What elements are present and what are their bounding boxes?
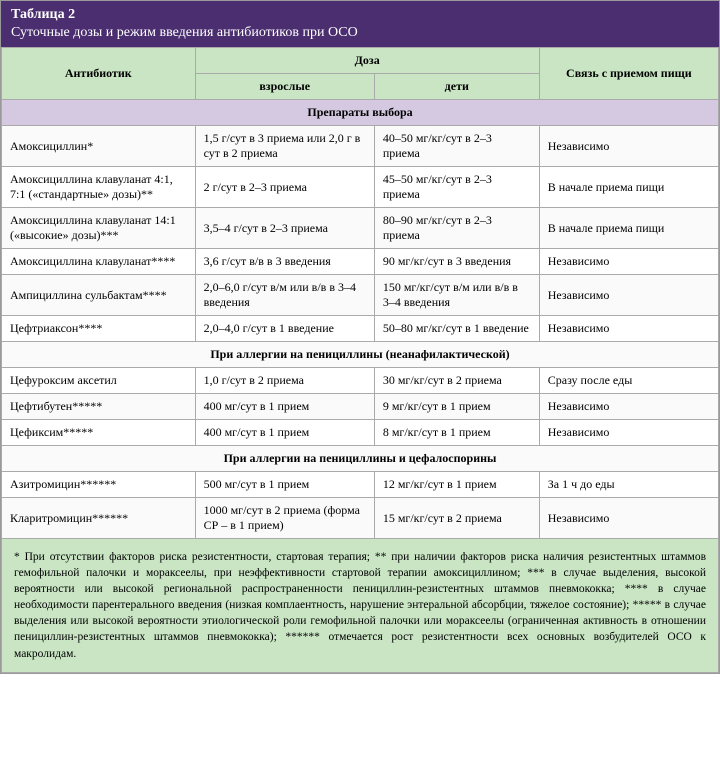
section-header-row: При аллергии на пенициллины и цефалоспор…	[2, 446, 719, 472]
table-row: Ампициллина сульбактам****2,0–6,0 г/сут …	[2, 275, 719, 316]
cell-drug: Ампициллина сульбактам****	[2, 275, 196, 316]
section-title: При аллергии на пенициллины и цефалоспор…	[2, 446, 719, 472]
cell-child: 9 мг/кг/сут в 1 прием	[374, 394, 539, 420]
cell-drug: Кларитромицин******	[2, 498, 196, 539]
cell-adult: 500 мг/сут в 1 прием	[195, 472, 374, 498]
header-dose: Доза	[195, 48, 539, 74]
header-food: Связь с приемом пищи	[539, 48, 718, 100]
cell-child: 12 мг/кг/сут в 1 прием	[374, 472, 539, 498]
section-title: При аллергии на пенициллины (неанафилакт…	[2, 342, 719, 368]
cell-child: 40–50 мг/кг/сут в 2–3 приема	[374, 126, 539, 167]
cell-child: 90 мг/кг/сут в 3 введения	[374, 249, 539, 275]
cell-drug: Амоксициллина клавуланат****	[2, 249, 196, 275]
cell-drug: Азитромицин******	[2, 472, 196, 498]
section-title: Препараты выбора	[2, 100, 719, 126]
cell-adult: 400 мг/сут в 1 прием	[195, 420, 374, 446]
table-row: Цефиксим*****400 мг/сут в 1 прием8 мг/кг…	[2, 420, 719, 446]
cell-child: 15 мг/кг/сут в 2 приема	[374, 498, 539, 539]
cell-drug: Амоксициллин*	[2, 126, 196, 167]
cell-food: За 1 ч до еды	[539, 472, 718, 498]
cell-food: Независимо	[539, 394, 718, 420]
header-children: дети	[374, 74, 539, 100]
cell-adult: 1000 мг/сут в 2 приема (форма СР – в 1 п…	[195, 498, 374, 539]
title-line2: Суточные дозы и режим введения антибиоти…	[11, 25, 709, 41]
section-header-row: При аллергии на пенициллины (неанафилакт…	[2, 342, 719, 368]
header-antibiotic: Антибиотик	[2, 48, 196, 100]
dosage-table: Антибиотик Доза Связь с приемом пищи взр…	[1, 47, 719, 539]
cell-food: Независимо	[539, 275, 718, 316]
table-row: Цефтибутен*****400 мг/сут в 1 прием9 мг/…	[2, 394, 719, 420]
cell-food: Независимо	[539, 249, 718, 275]
cell-adult: 2 г/сут в 2–3 приема	[195, 167, 374, 208]
table-row: Амоксициллина клавуланат 4:1, 7:1 («стан…	[2, 167, 719, 208]
table-row: Кларитромицин******1000 мг/сут в 2 прием…	[2, 498, 719, 539]
cell-adult: 2,0–4,0 г/сут в 1 введение	[195, 316, 374, 342]
cell-adult: 3,5–4 г/сут в 2–3 приема	[195, 208, 374, 249]
cell-adult: 2,0–6,0 г/сут в/м или в/в в 3–4 введения	[195, 275, 374, 316]
dosage-table-container: Таблица 2 Суточные дозы и режим введения…	[0, 0, 720, 674]
table-row: Амоксициллина клавуланат****3,6 г/сут в/…	[2, 249, 719, 275]
table-footnote: * При отсутствии факторов риска резистен…	[1, 539, 719, 673]
table-title: Таблица 2 Суточные дозы и режим введения…	[1, 1, 719, 47]
cell-drug: Цефтибутен*****	[2, 394, 196, 420]
cell-food: Независимо	[539, 316, 718, 342]
table-body: Препараты выбораАмоксициллин*1,5 г/сут в…	[2, 100, 719, 539]
title-line1: Таблица 2	[11, 7, 75, 22]
table-row: Амоксициллина клавуланат 14:1 («высокие»…	[2, 208, 719, 249]
cell-drug: Амоксициллина клавуланат 4:1, 7:1 («стан…	[2, 167, 196, 208]
cell-food: Сразу после еды	[539, 368, 718, 394]
cell-drug: Цефтриаксон****	[2, 316, 196, 342]
cell-child: 8 мг/кг/сут в 1 прием	[374, 420, 539, 446]
cell-food: Независимо	[539, 126, 718, 167]
cell-drug: Цефуроксим аксетил	[2, 368, 196, 394]
table-row: Цефуроксим аксетил1,0 г/сут в 2 приема30…	[2, 368, 719, 394]
cell-adult: 3,6 г/сут в/в в 3 введения	[195, 249, 374, 275]
table-row: Амоксициллин*1,5 г/сут в 3 приема или 2,…	[2, 126, 719, 167]
cell-adult: 400 мг/сут в 1 прием	[195, 394, 374, 420]
cell-child: 150 мг/кг/сут в/м или в/в в 3–4 введения	[374, 275, 539, 316]
cell-child: 30 мг/кг/сут в 2 приема	[374, 368, 539, 394]
cell-food: Независимо	[539, 498, 718, 539]
cell-food: Независимо	[539, 420, 718, 446]
cell-food: В начале приема пищи	[539, 167, 718, 208]
cell-adult: 1,0 г/сут в 2 приема	[195, 368, 374, 394]
cell-food: В начале приема пищи	[539, 208, 718, 249]
table-row: Цефтриаксон****2,0–4,0 г/сут в 1 введени…	[2, 316, 719, 342]
table-row: Азитромицин******500 мг/сут в 1 прием12 …	[2, 472, 719, 498]
cell-child: 45–50 мг/кг/сут в 2–3 приема	[374, 167, 539, 208]
header-adults: взрослые	[195, 74, 374, 100]
cell-child: 80–90 мг/кг/сут в 2–3 приема	[374, 208, 539, 249]
cell-drug: Амоксициллина клавуланат 14:1 («высокие»…	[2, 208, 196, 249]
section-header-row: Препараты выбора	[2, 100, 719, 126]
cell-adult: 1,5 г/сут в 3 приема или 2,0 г в сут в 2…	[195, 126, 374, 167]
cell-drug: Цефиксим*****	[2, 420, 196, 446]
cell-child: 50–80 мг/кг/сут в 1 введение	[374, 316, 539, 342]
